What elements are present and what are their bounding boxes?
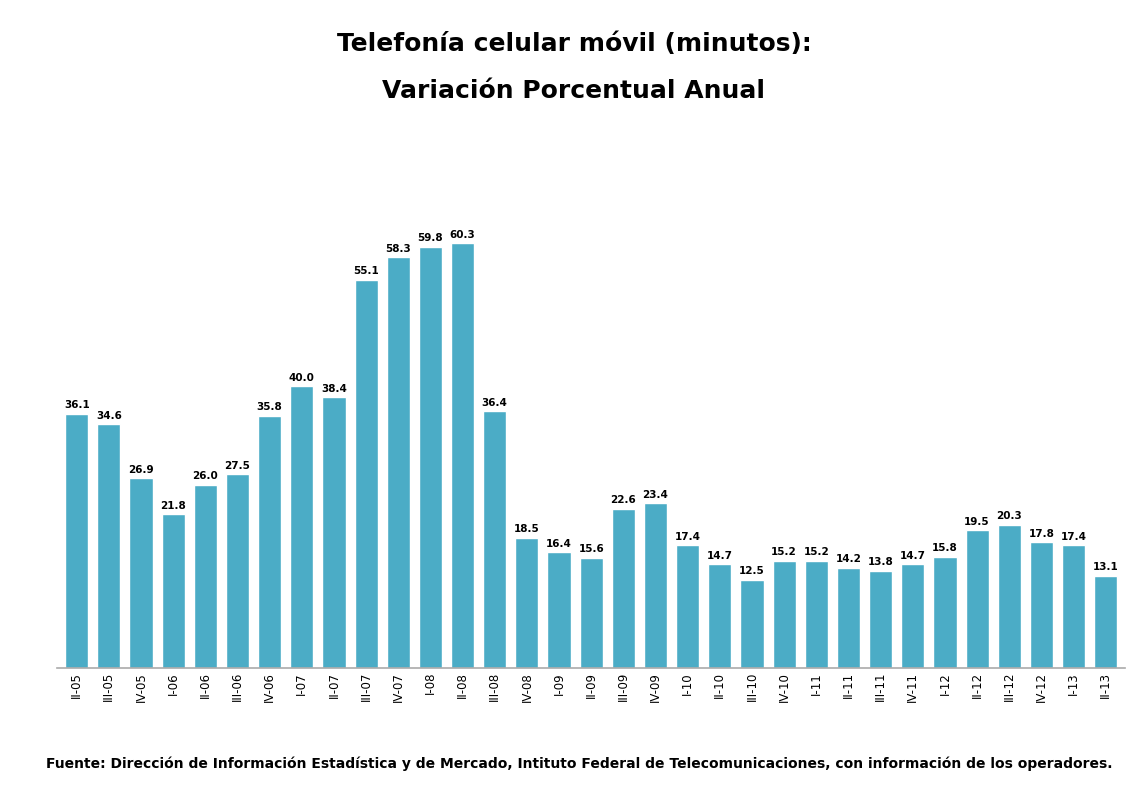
Text: 27.5: 27.5 (225, 460, 250, 471)
Text: 59.8: 59.8 (418, 233, 443, 243)
Bar (98, 425, 121, 668)
Bar (869, 571, 892, 668)
Text: 34.6: 34.6 (96, 411, 122, 421)
Bar (580, 558, 603, 668)
Text: 26.9: 26.9 (129, 465, 154, 475)
Bar (1062, 545, 1085, 668)
Bar (1030, 542, 1053, 668)
Bar (130, 479, 153, 668)
Text: 13.1: 13.1 (1093, 562, 1118, 572)
Text: 21.8: 21.8 (161, 501, 186, 510)
Bar (162, 514, 185, 668)
Bar (644, 503, 667, 668)
Text: 19.5: 19.5 (964, 517, 990, 527)
Text: Telefonía celular móvil (minutos):: Telefonía celular móvil (minutos): (336, 32, 812, 56)
Bar (419, 246, 442, 668)
Text: 17.8: 17.8 (1029, 529, 1054, 539)
Text: 14.2: 14.2 (836, 554, 861, 564)
Text: 13.8: 13.8 (868, 557, 893, 567)
Bar (676, 545, 699, 668)
Text: 15.2: 15.2 (804, 547, 829, 557)
Text: 36.4: 36.4 (482, 398, 507, 408)
Text: 17.4: 17.4 (675, 532, 700, 541)
Text: 12.5: 12.5 (739, 566, 765, 576)
Bar (773, 560, 796, 668)
Bar (65, 413, 88, 668)
Text: 35.8: 35.8 (257, 402, 282, 412)
Text: 58.3: 58.3 (386, 244, 411, 254)
Text: 18.5: 18.5 (514, 524, 540, 534)
Bar (998, 525, 1021, 668)
Text: 16.4: 16.4 (546, 539, 572, 549)
Text: 20.3: 20.3 (996, 511, 1022, 522)
Text: 14.7: 14.7 (900, 551, 925, 560)
Bar (805, 560, 828, 668)
Text: 55.1: 55.1 (354, 266, 379, 277)
Text: 15.2: 15.2 (771, 547, 797, 557)
Text: 38.4: 38.4 (321, 384, 347, 394)
Bar (323, 398, 346, 668)
Bar (387, 258, 410, 668)
Bar (451, 243, 474, 668)
Bar (708, 564, 731, 668)
Bar (194, 485, 217, 668)
Bar (740, 580, 763, 668)
Text: 40.0: 40.0 (289, 373, 315, 382)
Text: 15.8: 15.8 (932, 543, 957, 553)
Bar (515, 537, 538, 668)
Bar (612, 509, 635, 668)
Text: 14.7: 14.7 (707, 551, 732, 560)
Bar (901, 564, 924, 668)
Bar (226, 474, 249, 668)
Text: 22.6: 22.6 (611, 495, 636, 505)
Bar (483, 412, 506, 668)
Text: 36.1: 36.1 (64, 400, 90, 410)
Bar (258, 416, 281, 668)
Text: 17.4: 17.4 (1061, 532, 1087, 541)
Text: Fuente: Dirección de Información Estadística y de Mercado, Intituto Federal de T: Fuente: Dirección de Información Estadís… (46, 757, 1112, 771)
Bar (933, 556, 956, 668)
Bar (548, 553, 571, 668)
Text: 60.3: 60.3 (450, 230, 475, 239)
Bar (1094, 576, 1117, 668)
Text: 26.0: 26.0 (193, 471, 218, 481)
Bar (290, 386, 313, 668)
Text: Variación Porcentual Anual: Variación Porcentual Anual (382, 80, 766, 103)
Bar (837, 568, 860, 668)
Bar (355, 280, 378, 668)
Text: 23.4: 23.4 (643, 490, 668, 499)
Bar (965, 530, 988, 668)
Text: 15.6: 15.6 (579, 545, 604, 554)
